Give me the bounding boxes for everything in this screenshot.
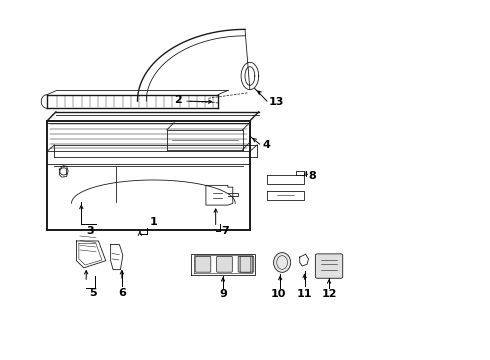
Text: 2: 2: [174, 95, 181, 105]
FancyBboxPatch shape: [240, 256, 251, 272]
Text: 3: 3: [86, 226, 94, 236]
Text: 8: 8: [309, 171, 316, 181]
FancyBboxPatch shape: [316, 254, 343, 278]
Text: 12: 12: [321, 289, 337, 300]
Text: 4: 4: [262, 140, 270, 150]
FancyBboxPatch shape: [217, 256, 232, 272]
FancyBboxPatch shape: [195, 256, 211, 272]
Ellipse shape: [273, 253, 291, 273]
Text: 13: 13: [269, 97, 284, 107]
Text: 7: 7: [221, 226, 229, 235]
Text: 5: 5: [89, 288, 97, 298]
Text: 1: 1: [150, 217, 157, 227]
FancyBboxPatch shape: [238, 256, 254, 272]
Text: 11: 11: [297, 289, 312, 300]
Text: 9: 9: [219, 289, 227, 300]
Text: 10: 10: [270, 289, 286, 300]
Text: 6: 6: [118, 288, 126, 298]
